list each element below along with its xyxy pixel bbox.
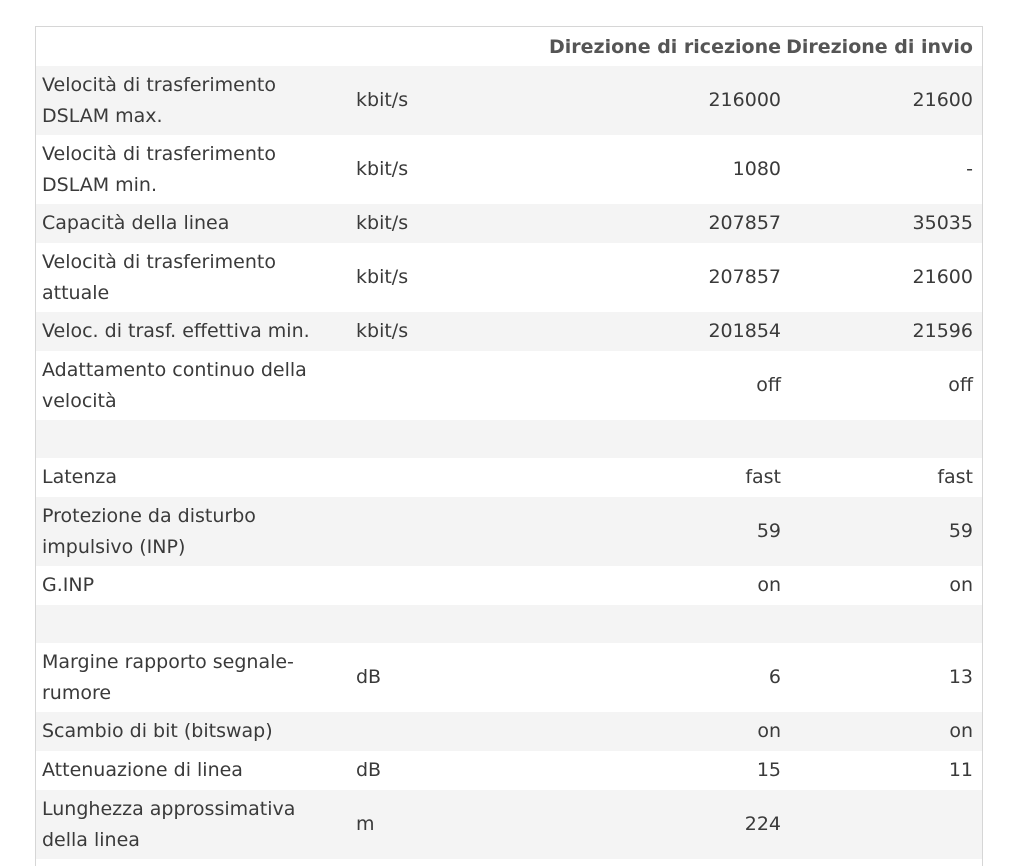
row-unit: [350, 458, 470, 497]
row-tx-value: [781, 790, 982, 859]
row-unit: [350, 497, 470, 566]
table-spacer-row: [36, 605, 982, 643]
table-header-row: Direzione di ricezione Direzione di invi…: [36, 27, 982, 66]
spacer-cell: [36, 420, 982, 458]
row-tx-value: -: [781, 135, 982, 204]
dsl-info-panel: Direzione di ricezione Direzione di invi…: [35, 26, 983, 866]
row-rx-value: off: [470, 351, 781, 420]
row-tx-value: 21600: [781, 243, 982, 312]
table-row: Attenuazione di linea dB 15 11: [36, 751, 982, 790]
row-unit: kbit/s: [350, 312, 470, 351]
row-label: Velocità di trasferimento DSLAM min.: [36, 135, 350, 204]
row-rx-value: on: [470, 712, 781, 751]
row-label: Lunghezza approssimativa della linea: [36, 790, 350, 859]
row-unit: kbit/s: [350, 66, 470, 135]
row-tx-value: on: [781, 566, 982, 605]
row-label: Protezione da disturbo impulsivo (INP): [36, 497, 350, 566]
row-tx-value: fast: [781, 458, 982, 497]
row-tx-value: 35035: [781, 204, 982, 243]
header-label-cell: [36, 27, 350, 66]
row-label: Velocità di trasferimento attuale: [36, 243, 350, 312]
row-label: Scambio di bit (bitswap): [36, 712, 350, 751]
row-unit: kbit/s: [350, 135, 470, 204]
table-row: Scambio di bit (bitswap) on on: [36, 712, 982, 751]
header-unit-cell: [350, 27, 470, 66]
row-unit: kbit/s: [350, 243, 470, 312]
row-label: G.INP: [36, 566, 350, 605]
table-row: Veloc. di trasf. effettiva min. kbit/s 2…: [36, 312, 982, 351]
table-row: Velocità di trasferimento attuale kbit/s…: [36, 243, 982, 312]
row-label: Capacità della linea: [36, 204, 350, 243]
header-send-direction: Direzione di invio: [786, 35, 973, 58]
row-rx-value: fast: [470, 458, 781, 497]
table-row: Latenza fast fast: [36, 458, 982, 497]
row-label: Latenza: [36, 458, 350, 497]
row-label: Velocità di trasferimento DSLAM max.: [36, 66, 350, 135]
row-rx-value: on: [470, 566, 781, 605]
row-unit: dB: [350, 643, 470, 712]
row-tx-value: 59: [781, 497, 982, 566]
table-row: G.INP on on: [36, 566, 982, 605]
table-row: Capacità della linea kbit/s 207857 35035: [36, 204, 982, 243]
header-receive-direction: Direzione di ricezione: [549, 35, 781, 58]
row-rx-value: 1080: [470, 135, 781, 204]
row-tx-value: 13: [781, 643, 982, 712]
row-unit: dB: [350, 751, 470, 790]
row-label: Adattamento continuo della velocità: [36, 351, 350, 420]
table-row: Velocità di trasferimento DSLAM max. kbi…: [36, 66, 982, 135]
row-label: Veloc. di trasf. effettiva min.: [36, 312, 350, 351]
dsl-stats-table: Direzione di ricezione Direzione di invi…: [36, 27, 982, 859]
row-label: Margine rapporto segnale-rumore: [36, 643, 350, 712]
row-unit: m: [350, 790, 470, 859]
row-rx-value: 224: [470, 790, 781, 859]
row-rx-value: 207857: [470, 243, 781, 312]
spacer-cell: [36, 605, 982, 643]
row-tx-value: 11: [781, 751, 982, 790]
table-spacer-row: [36, 420, 982, 458]
table-row: Protezione da disturbo impulsivo (INP) 5…: [36, 497, 982, 566]
row-rx-value: 15: [470, 751, 781, 790]
table-row: Velocità di trasferimento DSLAM min. kbi…: [36, 135, 982, 204]
row-unit: kbit/s: [350, 204, 470, 243]
row-label: Attenuazione di linea: [36, 751, 350, 790]
row-tx-value: off: [781, 351, 982, 420]
row-tx-value: 21596: [781, 312, 982, 351]
row-tx-value: 21600: [781, 66, 982, 135]
table-row: Margine rapporto segnale-rumore dB 6 13: [36, 643, 982, 712]
row-rx-value: 6: [470, 643, 781, 712]
row-rx-value: 59: [470, 497, 781, 566]
row-tx-value: on: [781, 712, 982, 751]
row-unit: [350, 712, 470, 751]
table-row: Adattamento continuo della velocità off …: [36, 351, 982, 420]
row-rx-value: 216000: [470, 66, 781, 135]
row-rx-value: 201854: [470, 312, 781, 351]
row-rx-value: 207857: [470, 204, 781, 243]
table-row: Lunghezza approssimativa della linea m 2…: [36, 790, 982, 859]
row-unit: [350, 566, 470, 605]
row-unit: [350, 351, 470, 420]
